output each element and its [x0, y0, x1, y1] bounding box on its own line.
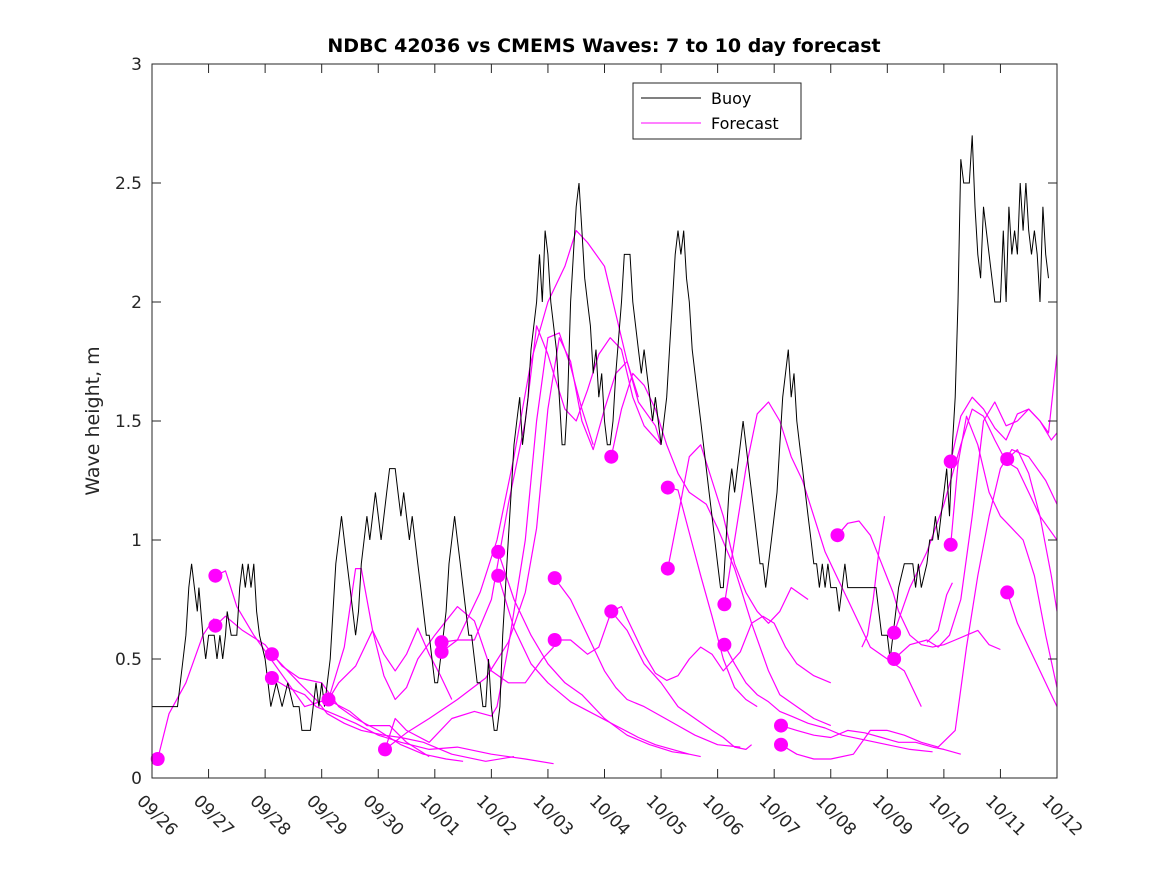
forecast-line-15 [610, 372, 832, 727]
forecast-start-marker [604, 604, 619, 619]
forecast-line-23 [837, 520, 1001, 651]
forecast-series-group [157, 230, 1057, 765]
legend-label-buoy: Buoy [711, 89, 751, 108]
forecast-line-18 [667, 444, 809, 624]
forecast-start-marker [887, 625, 902, 640]
y-tick-label: 1.5 [115, 412, 142, 432]
buoy-line [152, 135, 1049, 731]
forecast-start-marker [943, 537, 958, 552]
forecast-start-marker [660, 561, 675, 576]
forecast-line-3 [271, 653, 515, 762]
forecast-line-30 [1006, 592, 1057, 707]
chart-title: NDBC 42036 vs CMEMS Waves: 7 to 10 day f… [327, 35, 880, 57]
forecast-start-marker [378, 742, 392, 757]
forecast-line-11 [497, 551, 690, 755]
forecast-start-marker [150, 752, 165, 766]
forecast-line-22 [780, 449, 1057, 760]
forecast-line-1 [215, 570, 430, 758]
y-axis-label: Wave height, m [82, 346, 104, 495]
forecast-start-marker [604, 449, 619, 464]
forecast-line-4 [271, 677, 554, 765]
forecast-line-19 [723, 401, 922, 707]
forecast-start-marker [1000, 585, 1015, 600]
forecast-line-8 [384, 337, 639, 750]
forecast-start-marker [774, 718, 788, 733]
forecast-start-marker [547, 571, 562, 586]
forecast-start-marker [208, 618, 223, 633]
y-tick-label: 3 [131, 55, 142, 75]
forecast-line-28 [950, 415, 1057, 688]
forecast-line-29 [1006, 449, 1057, 612]
buoy-series-group [152, 135, 1049, 731]
forecast-line-14 [554, 605, 832, 684]
y-tick-label: 2.5 [115, 174, 142, 194]
forecast-line-24 [861, 516, 886, 648]
forecast-line-20 [723, 644, 933, 753]
forecast-line-25 [893, 408, 1057, 633]
forecast-start-marker [774, 737, 788, 752]
forecast-start-marker [208, 568, 223, 583]
legend-label-forecast: Forecast [711, 114, 779, 133]
forecast-line-17 [667, 487, 758, 708]
y-axis-ticks: 0 0.5 1 1.5 2 2.5 3 [115, 55, 1057, 789]
forecast-start-marker [491, 568, 506, 583]
plot-area: 09/26 09/27 09/28 09/29 09/30 10/01 10/02 10/03… [115, 55, 1086, 840]
forecast-start-marker [491, 544, 506, 559]
forecast-start-marker [943, 454, 958, 469]
forecast-start-marker [660, 480, 675, 495]
forecast-line-0 [157, 618, 215, 760]
forecast-start-marker [321, 692, 336, 707]
y-tick-label: 0 [131, 769, 142, 789]
forecast-start-marker [887, 652, 902, 666]
forecast-line-12 [497, 575, 701, 758]
legend: Buoy Forecast [632, 82, 802, 140]
forecast-start-marker [264, 647, 279, 662]
y-tick-label: 1 [131, 531, 142, 551]
forecast-start-marker [547, 633, 562, 647]
forecast-start-marker [717, 597, 732, 612]
forecast-line-27 [950, 354, 1057, 462]
forecast-start-marker [717, 637, 732, 652]
y-tick-label: 0.5 [115, 650, 142, 670]
forecast-line-31 [926, 582, 953, 643]
legend-box [632, 82, 802, 140]
forecast-start-marker [1000, 452, 1015, 467]
forecast-line-10 [441, 230, 662, 653]
forecast-markers-group [150, 449, 1015, 766]
forecast-start-marker [434, 635, 449, 650]
y-tick-label: 2 [131, 293, 142, 313]
forecast-line-6 [327, 627, 453, 700]
forecast-start-marker [264, 671, 279, 685]
forecast-line-21 [780, 725, 961, 755]
forecast-line-16 [610, 611, 752, 751]
forecast-start-marker [830, 528, 845, 543]
forecast-start-marker [434, 644, 449, 659]
forecast-line-13 [554, 577, 741, 748]
